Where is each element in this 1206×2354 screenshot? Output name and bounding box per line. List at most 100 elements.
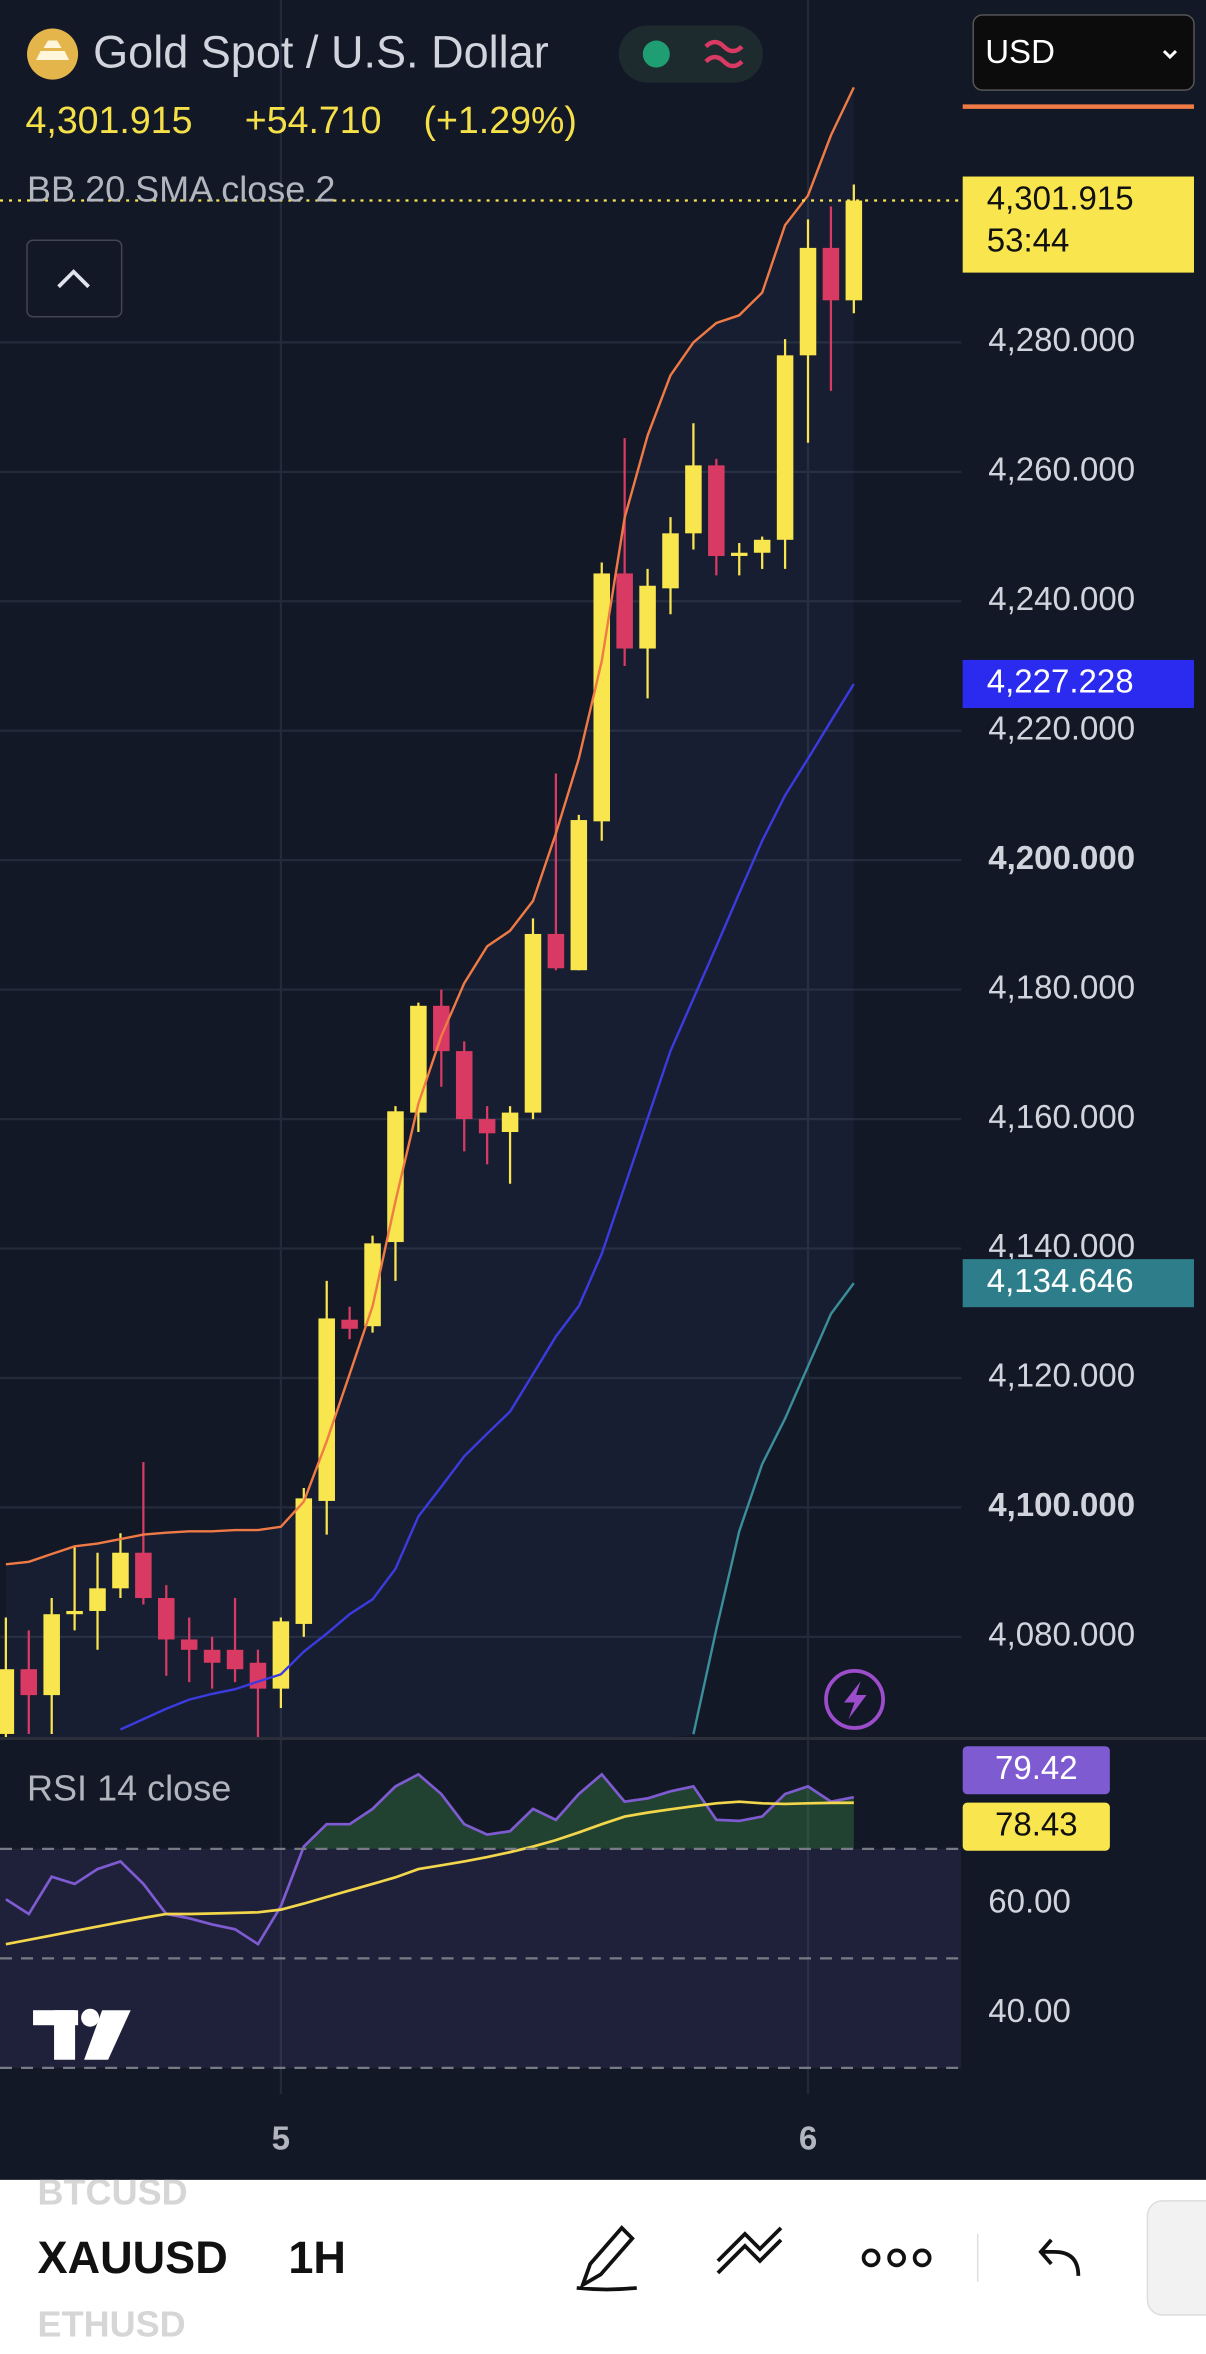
candle-body bbox=[410, 1005, 427, 1113]
x-tick-label: 6 bbox=[799, 2120, 817, 2157]
rsi-value-box bbox=[962, 1802, 1110, 1851]
candle-body bbox=[616, 573, 633, 649]
interval[interactable]: 1H bbox=[288, 2232, 346, 2283]
price-label: 4,301.915 bbox=[987, 179, 1134, 216]
data-delay-icon bbox=[704, 39, 744, 69]
collapse-button[interactable] bbox=[26, 239, 123, 318]
more-button[interactable] bbox=[861, 2248, 932, 2268]
bar-countdown: 53:44 bbox=[987, 221, 1070, 258]
candle-body bbox=[272, 1621, 290, 1689]
symbol-current[interactable]: XAUUSD bbox=[38, 2232, 228, 2283]
candle-body bbox=[685, 465, 702, 534]
candle-body bbox=[364, 1243, 381, 1327]
y-tick-label: 4,140.000 bbox=[988, 1227, 1135, 1264]
candle-body bbox=[593, 573, 610, 822]
candle-body bbox=[799, 247, 817, 356]
candle-body bbox=[547, 933, 565, 969]
bollinger-line bbox=[5, 86, 855, 1566]
bollinger-line bbox=[692, 1282, 855, 1735]
last-price: 4,301.915 bbox=[26, 99, 193, 141]
candle-body bbox=[341, 1319, 358, 1329]
candle-body bbox=[753, 539, 771, 553]
price-change-pct: (+1.29%) bbox=[424, 99, 577, 141]
price-label-box bbox=[962, 1259, 1194, 1308]
price-axis: 5 6 4,080.000 4,100.000 4,120.000 4,140.000 4,… bbox=[0, 176, 1194, 2157]
candle-body bbox=[433, 1005, 450, 1052]
symbol-carousel: BTCUSD XAUUSD ETHUSD bbox=[38, 2171, 228, 2345]
candle-body bbox=[455, 1051, 473, 1120]
price-line: 4,301.915 +54.710 (+1.29%) bbox=[26, 99, 577, 141]
rsi-value-box bbox=[962, 1746, 1110, 1795]
candle-body bbox=[20, 1669, 38, 1696]
symbol-title[interactable]: Gold Spot / U.S. Dollar bbox=[93, 26, 549, 77]
candle-body bbox=[135, 1552, 152, 1599]
candle-body bbox=[0, 1669, 15, 1734]
toolbar bbox=[0, 2179, 1206, 2354]
candle-body bbox=[89, 1588, 106, 1611]
candle-body bbox=[662, 533, 679, 589]
y-tick-label: 4,260.000 bbox=[988, 451, 1135, 488]
candle-body bbox=[318, 1318, 335, 1501]
y-tick-label: 4,080.000 bbox=[988, 1616, 1135, 1653]
rsi-tick-label: 40.00 bbox=[988, 1992, 1071, 2029]
candle-body bbox=[639, 585, 656, 649]
candle-body bbox=[570, 820, 588, 971]
rsi-band bbox=[0, 1848, 962, 2068]
lightning-button[interactable] bbox=[824, 1669, 885, 1730]
candle-body bbox=[478, 1119, 496, 1134]
candle-body bbox=[43, 1614, 60, 1696]
lightning-icon bbox=[844, 1681, 867, 1719]
candle-body bbox=[845, 200, 863, 301]
y-tick-label: 4,100.000 bbox=[988, 1486, 1135, 1523]
symbol-icon-bars bbox=[36, 40, 70, 61]
rsi-line bbox=[5, 1772, 855, 1947]
tv-logo bbox=[33, 2008, 131, 2060]
y-tick-label: 4,120.000 bbox=[988, 1357, 1135, 1394]
dropdown-chevron bbox=[1162, 49, 1178, 60]
candle-body bbox=[730, 552, 748, 556]
draw-tool[interactable] bbox=[576, 2225, 637, 2292]
rsi-value-label: 78.43 bbox=[995, 1805, 1078, 1842]
price-label-box bbox=[962, 176, 1194, 273]
symbol-option[interactable]: BTCUSD bbox=[38, 2171, 188, 2213]
price-pane bbox=[0, 86, 962, 1739]
currency-dropdown[interactable] bbox=[972, 14, 1195, 91]
candle-body bbox=[387, 1111, 404, 1243]
collapse-icon bbox=[57, 269, 90, 289]
rsi-overbought-fill bbox=[302, 1774, 854, 1849]
candle-body bbox=[822, 247, 840, 301]
symbol-option[interactable]: ETHUSD bbox=[38, 2303, 186, 2344]
rsi-value-label: 79.42 bbox=[995, 1749, 1078, 1786]
price-change: +54.710 bbox=[245, 99, 382, 141]
price-label: 4,227.228 bbox=[987, 663, 1134, 700]
y-tick-label: 4,180.000 bbox=[988, 968, 1135, 1005]
candle-body bbox=[180, 1639, 198, 1650]
market-open-dot bbox=[642, 40, 670, 68]
candle-body bbox=[203, 1649, 221, 1663]
candle-body bbox=[708, 465, 725, 556]
rsi-label[interactable]: RSI 14 close bbox=[27, 1768, 231, 1809]
y-tick-label: 4,220.000 bbox=[988, 709, 1135, 746]
y-tick-label: 4,280.000 bbox=[988, 321, 1135, 358]
side-panel-button[interactable] bbox=[1146, 2200, 1206, 2316]
candle-body bbox=[524, 933, 542, 1113]
candle-body bbox=[501, 1112, 519, 1133]
candle-body bbox=[158, 1598, 175, 1640]
x-tick-label: 5 bbox=[272, 2120, 290, 2157]
trend-tool[interactable] bbox=[716, 2226, 783, 2275]
price-label-box bbox=[962, 659, 1194, 708]
band-fill bbox=[5, 87, 854, 1739]
indicator-label[interactable]: BB 20 SMA close 2 bbox=[27, 169, 335, 210]
y-tick-label: 4,240.000 bbox=[988, 580, 1135, 617]
candle-body bbox=[112, 1552, 129, 1589]
candle-body bbox=[776, 355, 794, 540]
candle-body bbox=[295, 1498, 313, 1624]
rsi-line bbox=[5, 1800, 854, 1946]
status-badge[interactable] bbox=[618, 25, 763, 83]
candle-body bbox=[226, 1649, 244, 1670]
undo-button[interactable] bbox=[1038, 2238, 1081, 2277]
y-tick-label: 4,160.000 bbox=[988, 1098, 1135, 1135]
